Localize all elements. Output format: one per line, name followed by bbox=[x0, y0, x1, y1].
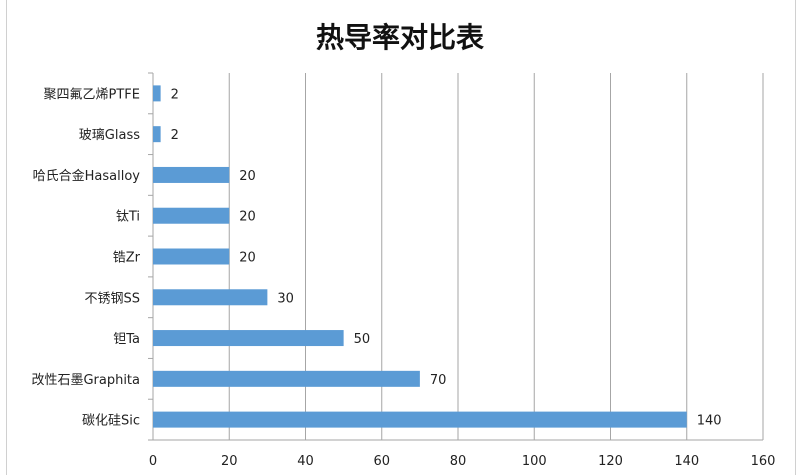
bar bbox=[153, 289, 268, 306]
bar bbox=[153, 207, 230, 224]
data-label: 140 bbox=[697, 414, 722, 429]
chart-title: 热导率对比表 bbox=[315, 21, 484, 54]
data-label: 30 bbox=[277, 291, 294, 306]
x-tick-label: 80 bbox=[450, 454, 467, 469]
x-tick-label: 120 bbox=[598, 454, 623, 469]
category-label: 钛Ti bbox=[116, 210, 140, 225]
category-label: 锆Zr bbox=[113, 251, 141, 266]
bar bbox=[153, 126, 161, 143]
category-label: 碳化硅Sic bbox=[82, 414, 140, 429]
x-tick-label: 40 bbox=[297, 454, 314, 469]
x-tick-label: 60 bbox=[373, 454, 390, 469]
category-label: 聚四氟乙烯PTFE bbox=[44, 87, 140, 102]
bar bbox=[153, 330, 344, 347]
bar bbox=[153, 85, 161, 102]
data-label: 20 bbox=[239, 251, 256, 266]
x-tick-label: 0 bbox=[149, 454, 157, 469]
bar bbox=[153, 411, 687, 428]
data-label: 50 bbox=[354, 332, 371, 347]
bar bbox=[153, 166, 230, 183]
category-label: 改性石墨Graphita bbox=[31, 373, 140, 388]
data-label: 70 bbox=[430, 373, 447, 388]
x-tick-label: 20 bbox=[221, 454, 238, 469]
data-label: 20 bbox=[239, 169, 256, 184]
category-label: 钽Ta bbox=[113, 332, 140, 347]
bar bbox=[153, 370, 420, 387]
x-tick-label: 100 bbox=[522, 454, 547, 469]
data-label: 20 bbox=[239, 210, 256, 225]
category-label: 玻璃Glass bbox=[79, 128, 140, 143]
data-label: 2 bbox=[171, 87, 179, 102]
chart-frame bbox=[6, 0, 796, 475]
bar bbox=[153, 248, 230, 265]
x-tick-label: 160 bbox=[751, 454, 776, 469]
data-label: 2 bbox=[171, 128, 179, 143]
category-label: 哈氏合金Hasalloy bbox=[33, 168, 141, 184]
category-label: 不锈钢SS bbox=[84, 291, 140, 306]
x-tick-label: 140 bbox=[674, 454, 699, 469]
